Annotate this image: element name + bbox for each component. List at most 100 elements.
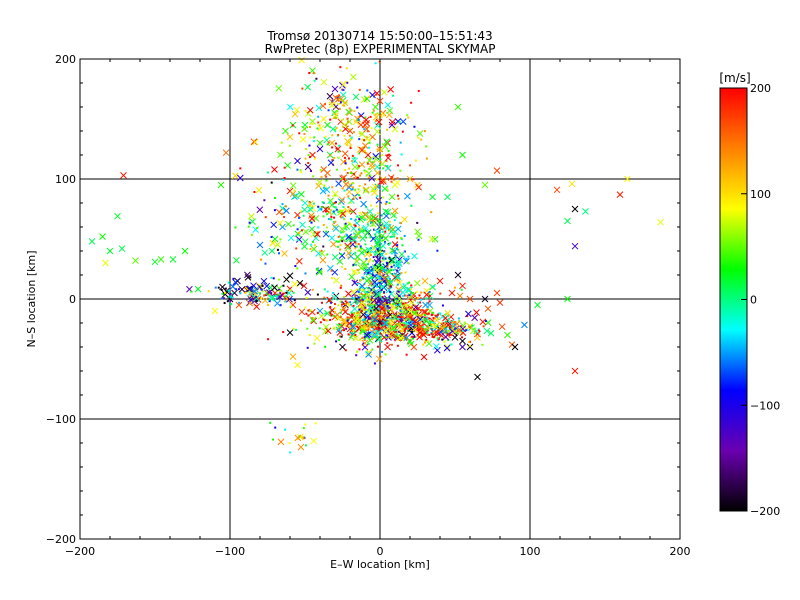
data-point [370, 204, 373, 207]
data-point [344, 302, 347, 305]
data-point [374, 303, 377, 306]
data-point [432, 322, 440, 330]
data-point [359, 196, 362, 199]
data-point [295, 257, 303, 265]
data-point [341, 187, 344, 190]
data-point [224, 287, 227, 290]
data-point [371, 331, 378, 339]
data-point [374, 119, 377, 122]
data-point [377, 212, 380, 215]
data-point [358, 317, 361, 320]
data-point [364, 171, 367, 174]
data-point [399, 319, 402, 322]
data-point [388, 256, 396, 264]
data-point [378, 307, 381, 310]
data-point [571, 367, 579, 375]
data-point [385, 200, 388, 203]
data-point [397, 303, 400, 306]
data-point [247, 225, 250, 228]
data-point [250, 233, 253, 236]
data-point [400, 222, 403, 225]
data-point [564, 295, 571, 303]
data-point [359, 174, 362, 177]
data-point [341, 88, 344, 91]
data-point [424, 334, 427, 337]
data-point [379, 285, 382, 288]
data-point [568, 180, 576, 188]
data-point [316, 127, 319, 130]
data-point [459, 282, 466, 290]
data-point [382, 234, 389, 242]
data-point [308, 144, 311, 147]
data-point [286, 295, 293, 303]
data-point [356, 282, 359, 285]
data-point [357, 188, 360, 191]
data-point [343, 156, 346, 159]
data-point [373, 228, 376, 231]
data-point [328, 139, 336, 147]
data-point [305, 147, 308, 150]
data-point [306, 106, 314, 114]
data-point [233, 257, 240, 264]
data-point [278, 252, 281, 255]
data-point [356, 350, 359, 353]
data-point [391, 94, 394, 97]
data-point [301, 243, 308, 250]
data-point [348, 128, 351, 131]
data-point [339, 308, 342, 311]
data-point [405, 305, 408, 308]
data-point [394, 225, 402, 233]
data-point [371, 316, 379, 323]
data-point [381, 112, 384, 115]
data-point [349, 325, 352, 328]
data-point [351, 154, 354, 157]
data-point [373, 281, 381, 289]
data-point [391, 273, 394, 276]
data-point [393, 264, 396, 267]
data-point [360, 309, 363, 312]
data-point [332, 94, 340, 102]
data-point [372, 260, 375, 263]
data-point [391, 314, 394, 317]
data-point [327, 197, 334, 205]
data-point [261, 284, 264, 287]
data-point [385, 302, 388, 305]
data-point [312, 234, 320, 242]
data-point [382, 301, 385, 304]
data-point [282, 127, 289, 135]
data-point [420, 315, 423, 318]
data-point [406, 114, 409, 117]
data-point [355, 312, 358, 315]
data-point [376, 148, 379, 151]
data-point [368, 300, 371, 303]
data-point [478, 329, 481, 332]
data-point [310, 243, 313, 246]
data-point [295, 236, 303, 243]
data-point [372, 103, 379, 111]
data-point [431, 329, 439, 337]
data-point [343, 218, 346, 221]
data-point [364, 218, 367, 221]
data-point [367, 176, 370, 179]
data-point [368, 174, 376, 182]
data-point [349, 201, 352, 204]
data-point [268, 300, 271, 303]
data-point [493, 289, 501, 297]
data-point [380, 177, 387, 185]
data-point [384, 281, 387, 284]
data-point [267, 294, 270, 297]
data-point [392, 302, 395, 305]
data-point [304, 306, 307, 309]
data-point [317, 231, 320, 234]
data-point [408, 281, 411, 284]
data-point [304, 157, 307, 160]
data-point [222, 149, 230, 157]
data-point [403, 305, 406, 308]
data-point [339, 216, 342, 219]
data-point [297, 190, 305, 198]
data-point [345, 108, 352, 116]
data-point [220, 289, 223, 292]
data-point [351, 296, 354, 299]
data-point [407, 324, 410, 327]
data-point [345, 249, 353, 257]
